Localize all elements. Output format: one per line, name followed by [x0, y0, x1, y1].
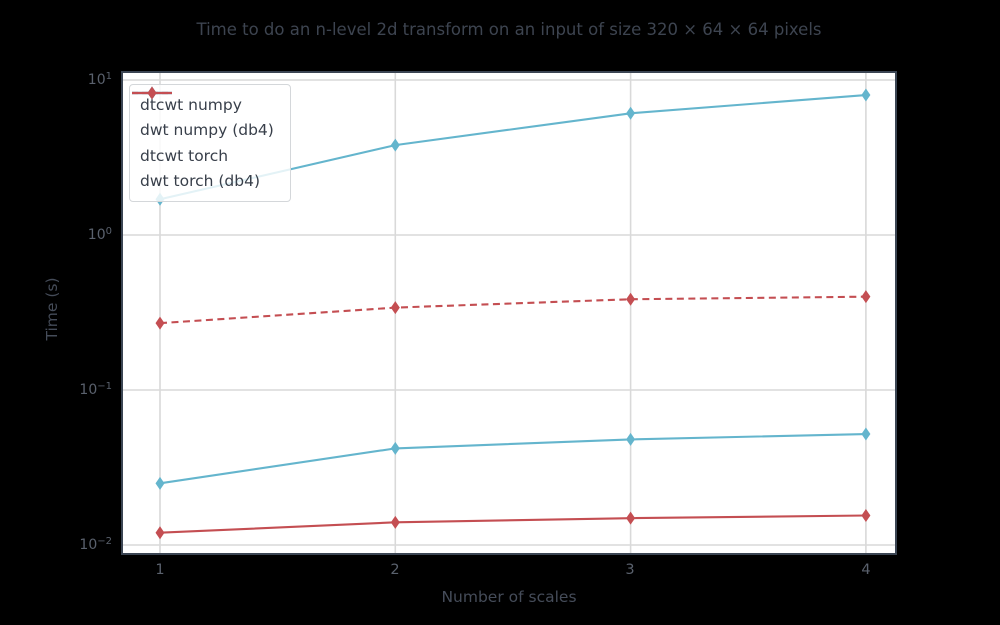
x-tick-label: 4 — [861, 562, 871, 578]
data-point-marker — [155, 476, 165, 490]
legend-label: dwt torch (db4) — [140, 172, 261, 191]
data-point-marker — [626, 292, 636, 306]
x-tick-label: 2 — [390, 562, 400, 578]
plot-canvas — [123, 73, 895, 553]
series-line — [159, 295, 866, 325]
legend-item: dwt numpy (db4) — [132, 86, 274, 144]
data-point-marker — [861, 290, 871, 304]
y-tick-base: 10 — [79, 382, 98, 398]
data-point-marker — [626, 511, 636, 525]
series-line — [159, 514, 866, 534]
x-tick-label: 3 — [625, 562, 635, 578]
y-tick-exponent: −1 — [97, 380, 112, 392]
legend-item: dwt torch (db4) — [132, 86, 274, 195]
legend-item: dtcwt torch — [132, 86, 274, 169]
plot-area: dtcwt numpy dwt numpy (db4) dtcwt torch — [121, 71, 897, 555]
data-point-marker — [390, 301, 400, 315]
legend-label: dtcwt numpy — [140, 95, 242, 114]
y-tick-label: 101 — [0, 70, 112, 92]
legend: dtcwt numpy dwt numpy (db4) dtcwt torch — [129, 84, 291, 202]
data-point-marker — [390, 441, 400, 455]
data-point-marker — [861, 427, 871, 441]
y-axis-label: Time (s) — [43, 277, 61, 341]
data-point-marker — [390, 138, 400, 152]
legend-label: dtcwt torch — [140, 146, 229, 165]
data-point-marker — [626, 106, 636, 120]
y-tick-label: 100 — [0, 225, 112, 247]
x-tick-label: 1 — [155, 562, 165, 578]
y-tick-exponent: 1 — [105, 70, 112, 82]
y-tick-exponent: −2 — [97, 535, 112, 547]
y-tick-label: 10−2 — [0, 535, 112, 557]
x-axis-label: Number of scales — [441, 588, 577, 606]
data-point-marker — [861, 508, 871, 522]
legend-label: dwt numpy (db4) — [140, 121, 274, 140]
series-line — [159, 432, 866, 485]
y-tick-base: 10 — [87, 72, 106, 88]
y-tick-label: 10−1 — [0, 380, 112, 402]
data-point-marker — [155, 526, 165, 540]
legend-line-sample — [132, 86, 172, 100]
data-point-marker — [155, 316, 165, 330]
data-point-marker — [390, 515, 400, 529]
data-point-marker — [626, 432, 636, 446]
chart-title: Time to do an n-level 2d transform on an… — [196, 20, 822, 39]
y-tick-exponent: 0 — [105, 225, 112, 237]
data-point-marker — [861, 88, 871, 102]
y-tick-base: 10 — [79, 537, 98, 553]
y-tick-base: 10 — [87, 227, 106, 243]
